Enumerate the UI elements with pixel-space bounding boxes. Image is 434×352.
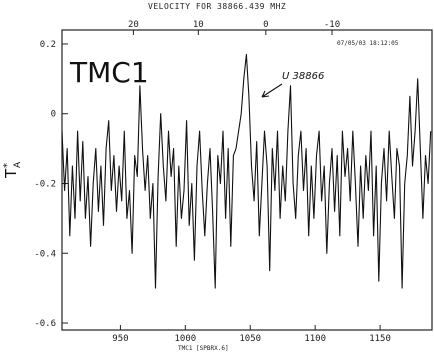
y-axis-label-main: T — [2, 168, 20, 179]
y-tick-label: -0.2 — [34, 179, 56, 189]
chart-title: VELOCITY FOR 38866.439 MHZ — [148, 2, 286, 11]
line-annotation: U 38866 — [282, 71, 324, 82]
velocity-tick-label: 20 — [128, 20, 139, 30]
spectrum-series-line — [61, 53, 432, 289]
y-tick-label: -0.6 — [34, 319, 56, 329]
y-axis: 0.2 0 -0.2 -0.4 -0.6 — [34, 40, 68, 329]
x-tick-label: 1150 — [369, 334, 391, 344]
velocity-tick-label: 0 — [263, 20, 268, 30]
y-axis-label-sub: A — [13, 161, 23, 168]
annotation-arrow — [261, 83, 283, 98]
x-axis: 950 1000 1050 1100 1150 — [112, 325, 391, 344]
x-tick-label: 1100 — [304, 334, 326, 344]
x-tick-label: 950 — [112, 334, 128, 344]
y-tick-label: -0.4 — [34, 249, 56, 259]
x-bottom-label: TMC1 [SPBRX.6] — [178, 345, 229, 352]
plot-frame — [61, 29, 433, 331]
velocity-tick-label: -10 — [324, 20, 340, 30]
source-label: TMC1 — [69, 56, 149, 89]
x-tick-label: 1050 — [239, 334, 261, 344]
velocity-axis: 20 10 0 -10 — [128, 20, 340, 35]
y-axis-label-sup: * — [2, 163, 13, 168]
timestamp: 07/05/03 18:12:05 — [337, 40, 399, 47]
velocity-tick-label: 10 — [193, 20, 204, 30]
y-tick-label: 0.2 — [40, 40, 56, 50]
y-axis-label: T * A — [2, 161, 23, 179]
y-tick-label: 0 — [51, 110, 56, 120]
x-tick-label: 1000 — [174, 334, 196, 344]
